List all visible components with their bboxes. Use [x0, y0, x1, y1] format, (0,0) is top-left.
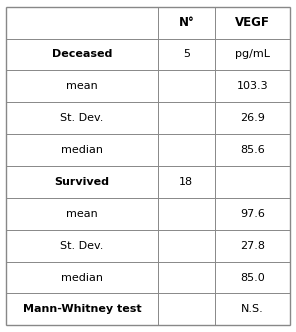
Text: 103.3: 103.3 — [237, 81, 268, 91]
Text: Deceased: Deceased — [52, 49, 112, 59]
Text: St. Dev.: St. Dev. — [60, 241, 104, 251]
Text: 18: 18 — [179, 177, 193, 187]
Text: Mann-Whitney test: Mann-Whitney test — [22, 304, 141, 314]
Text: VEGF: VEGF — [235, 16, 270, 29]
Text: 26.9: 26.9 — [240, 113, 265, 123]
Text: Survived: Survived — [54, 177, 110, 187]
Text: 5: 5 — [183, 49, 190, 59]
Text: median: median — [61, 145, 103, 155]
Text: St. Dev.: St. Dev. — [60, 113, 104, 123]
Text: pg/mL: pg/mL — [235, 49, 270, 59]
Text: 27.8: 27.8 — [240, 241, 265, 251]
Text: 85.0: 85.0 — [240, 273, 265, 283]
Text: N.S.: N.S. — [241, 304, 264, 314]
Text: 97.6: 97.6 — [240, 209, 265, 219]
Text: 85.6: 85.6 — [240, 145, 265, 155]
Text: median: median — [61, 273, 103, 283]
Text: mean: mean — [66, 81, 98, 91]
Text: mean: mean — [66, 209, 98, 219]
Text: N°: N° — [178, 16, 194, 29]
